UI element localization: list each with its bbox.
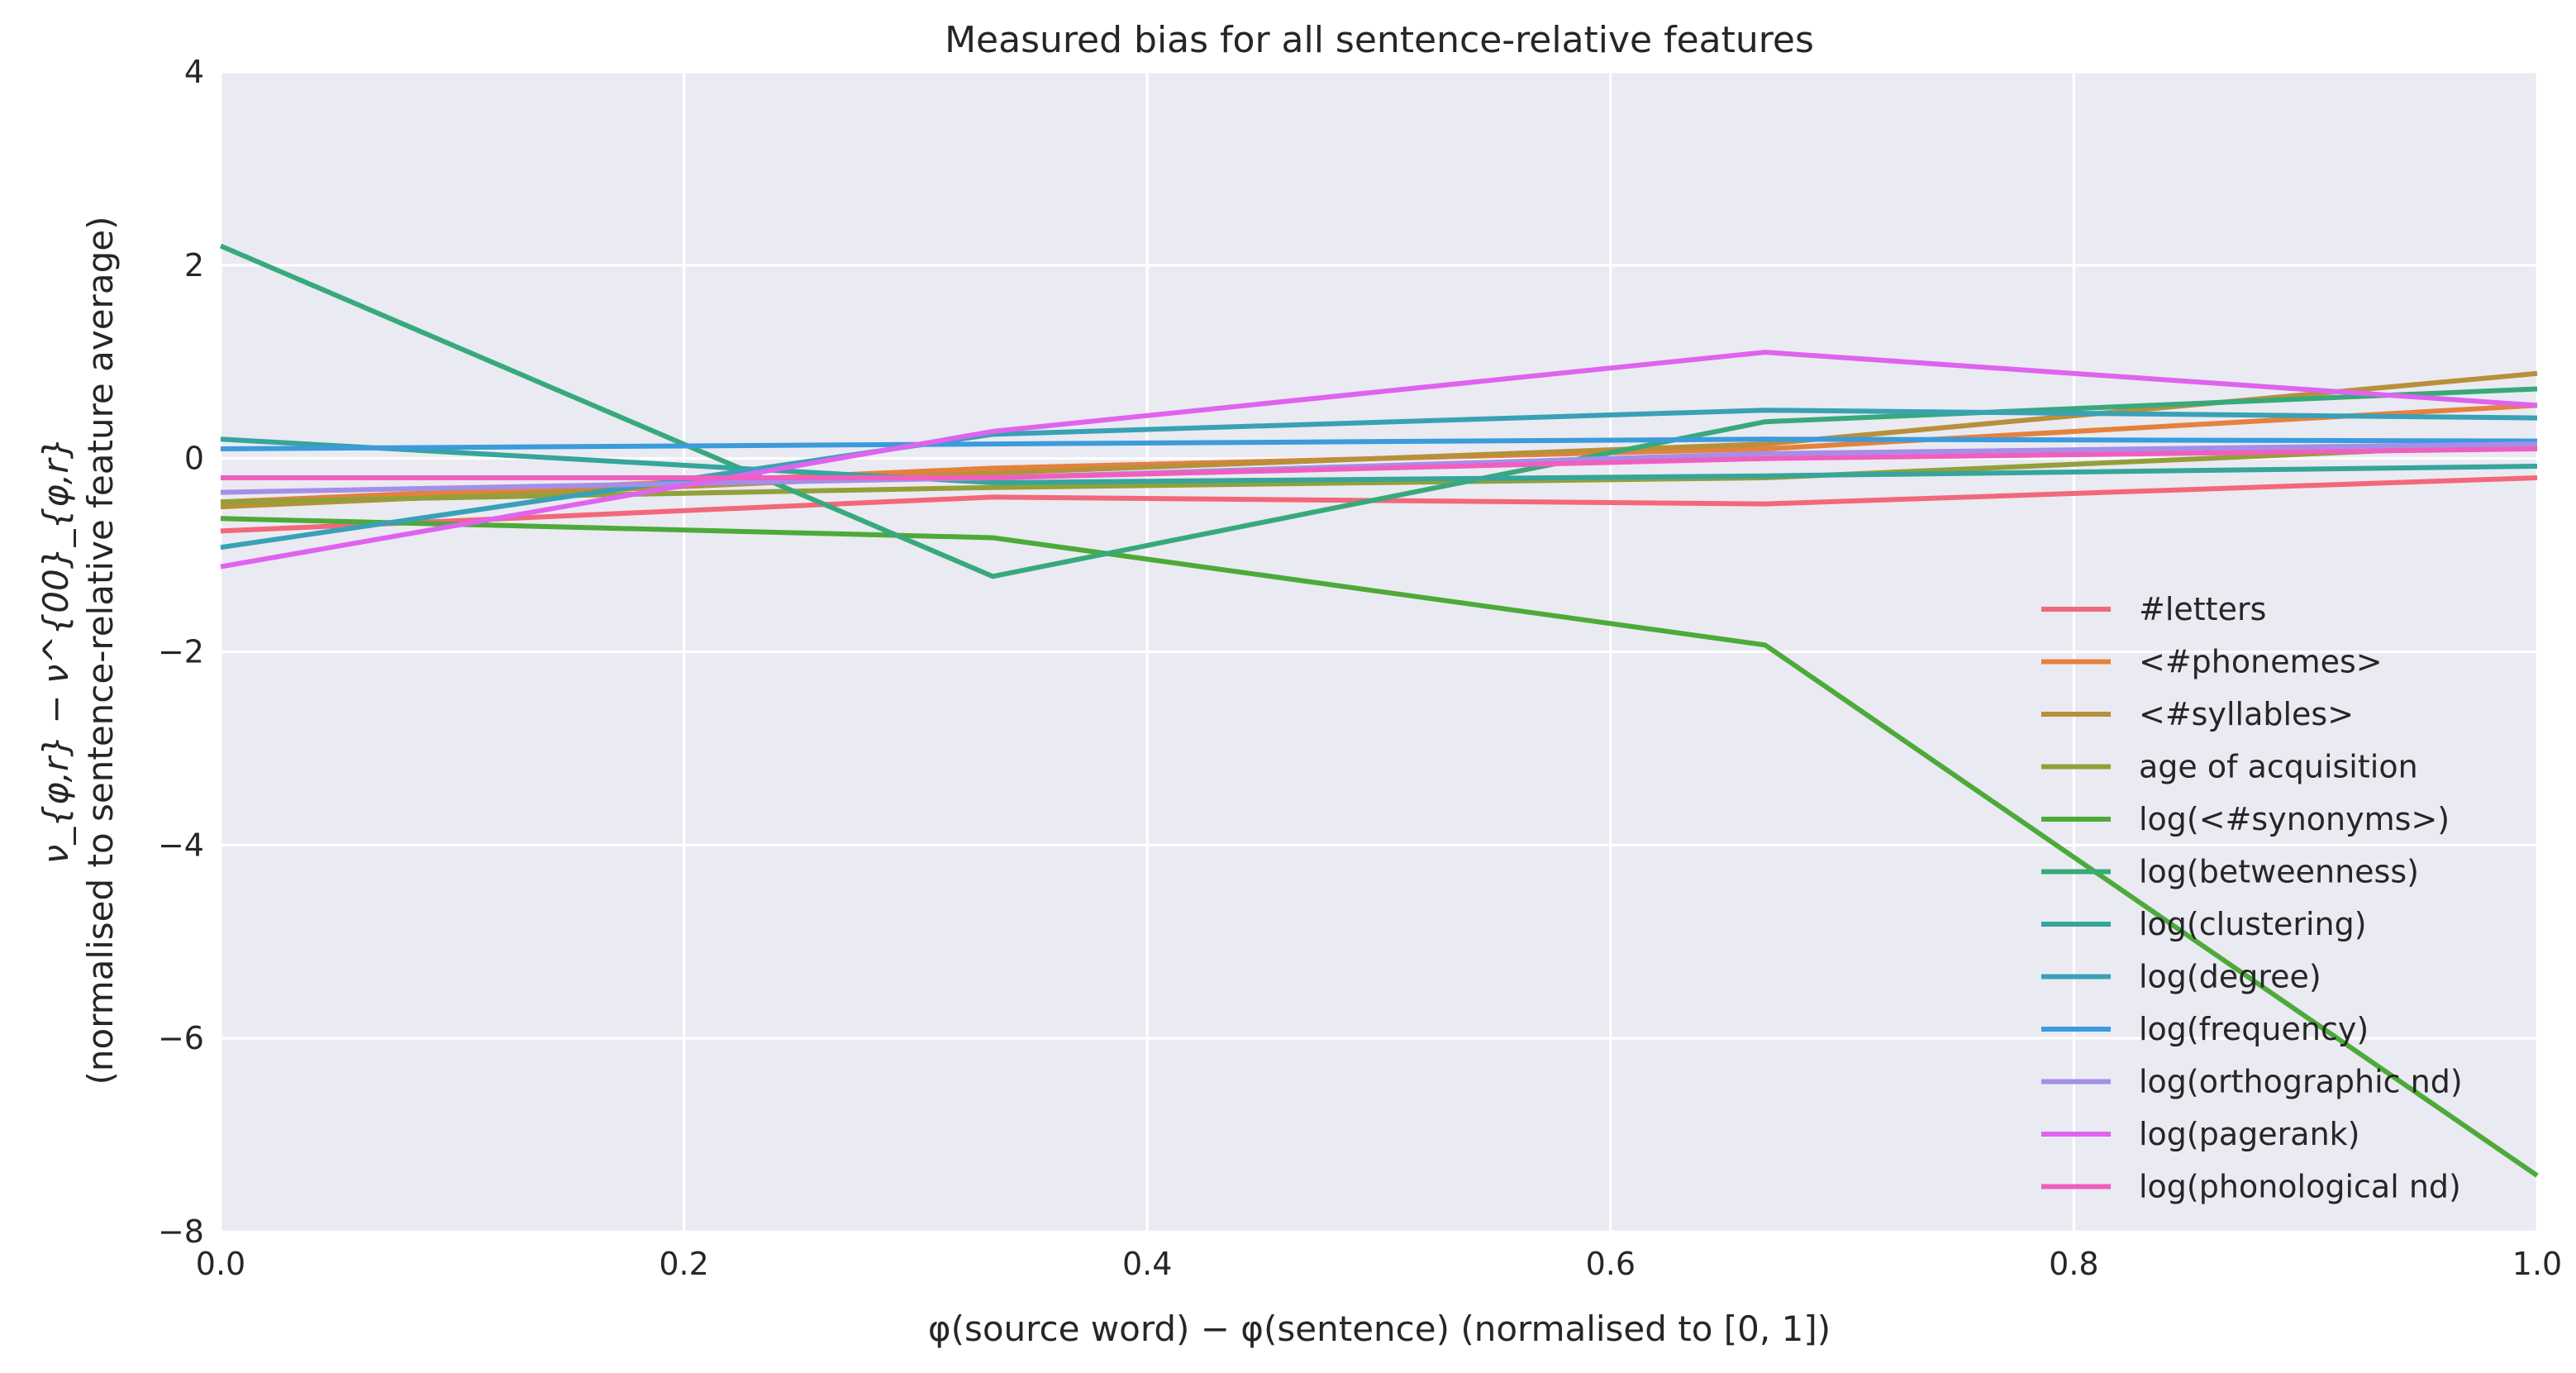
legend-label: age of acquisition [2139,749,2418,785]
series-line [220,436,2538,451]
y-tick-label: −4 [158,827,204,863]
y-tick-label: 0 [184,441,204,477]
x-tick-label: 0.8 [2049,1246,2098,1282]
legend-label: log(clustering) [2139,906,2367,942]
y-tick-label: −8 [158,1213,204,1250]
series-line [220,408,2538,551]
legend-label: <#syllables> [2139,696,2354,732]
y-tick-label: −2 [158,634,204,670]
legend-label: log(<#synonyms>) [2139,801,2450,837]
x-tick-label: 0.0 [196,1246,245,1282]
legend-label: log(phonological nd) [2139,1169,2461,1205]
legend-label: log(frequency) [2139,1011,2369,1047]
x-tick-label: 0.4 [1122,1246,1172,1282]
series-line [220,436,2538,485]
series-line [219,243,2538,579]
legend-label: log(degree) [2139,959,2321,995]
series-line [220,516,2539,1178]
legend-label: log(betweenness) [2139,854,2419,890]
y-axis-label-line2: (normalised to sentence-relative feature… [80,217,121,1085]
y-tick-label: 2 [184,247,204,284]
y-tick-label: 4 [184,54,204,90]
legend-label: #letters [2139,591,2266,627]
x-tick-label: 0.2 [659,1246,708,1282]
chart-title: Measured bias for all sentence-relative … [945,19,1814,61]
series-line [220,350,2538,570]
legend-label: log(orthographic nd) [2139,1064,2463,1100]
y-axis-label-line1: ν_{φ,r} − ν^{00}_{φ,r} [36,437,76,864]
series-line [221,446,2538,480]
x-tick-label: 1.0 [2512,1246,2562,1282]
series-line [220,441,2538,505]
legend-label: <#phonemes> [2139,644,2383,680]
x-axis-label: φ(source word) − φ(sentence) (normalised… [928,1309,1831,1349]
legend-label: log(pagerank) [2139,1116,2359,1152]
x-tick-label: 0.6 [1586,1246,1636,1282]
y-tick-label: −6 [158,1020,204,1056]
